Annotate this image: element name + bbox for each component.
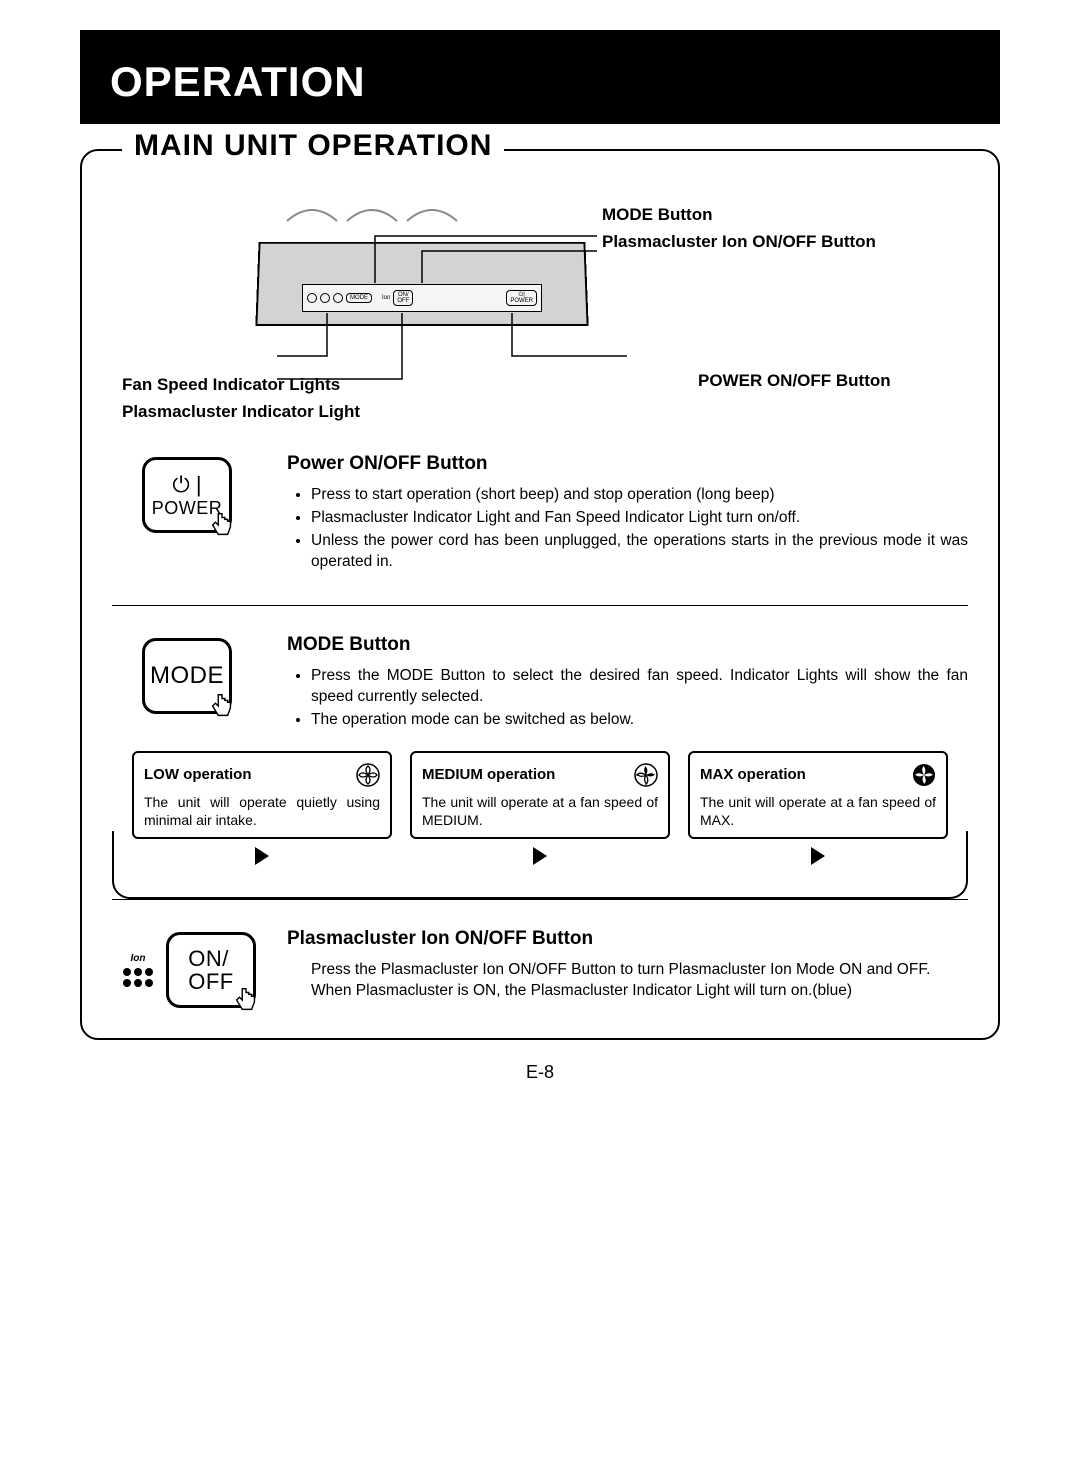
mode-bullets: Press the MODE Button to select the desi… [287,666,968,731]
mode-max-title: MAX operation [700,766,806,783]
control-panel-area: MODE Ion ON/OFF ⏻|POWER [112,191,968,361]
arrow-right-icon [255,847,269,865]
control-panel-illustration: MODE Ion ON/OFF ⏻|POWER [257,191,587,361]
power-icon: ⏻ | [172,472,201,498]
mode-max-desc: The unit will operate at a fan speed of … [700,793,936,829]
leader-lines [257,191,757,431]
mode-box-max: MAX operation The unit will operate at a… [688,751,948,839]
mode-bullet: The operation mode can be switched as be… [311,710,968,731]
mode-box-medium: MEDIUM operation The unit will operate a… [410,751,670,839]
ion-text: Press the Plasmacluster Ion ON/OFF Butto… [287,960,968,1002]
ion-label: Ion [131,953,146,964]
mode-bullet: Press the MODE Button to select the desi… [311,666,968,708]
page-title: OPERATION [110,58,970,106]
mode-low-desc: The unit will operate quietly using mini… [144,793,380,829]
header-band: OPERATION [80,30,1000,124]
mode-section: MODE MODE Button Press the MODE Button t… [112,634,968,733]
ion-section: Ion ON/ OFF [112,928,968,1008]
power-bullet: Plasmacluster Indicator Light and Fan Sp… [311,508,968,529]
hand-cursor-icon [231,985,261,1015]
ion-section-title: Plasmacluster Ion ON/OFF Button [287,928,968,950]
mode-medium-desc: The unit will operate at a fan speed of … [422,793,658,829]
mode-cycle: LOW operation The unit will operate quie… [112,751,968,839]
divider [112,605,968,606]
mode-button-graphic: MODE [142,638,232,714]
mode-medium-title: MEDIUM operation [422,766,555,783]
mode-low-title: LOW operation [144,766,252,783]
arrow-right-icon [811,847,825,865]
onoff-line2: OFF [188,969,234,994]
main-unit-box: MAIN UNIT OPERATION MODE [80,149,1000,1040]
mode-button-label: MODE [150,662,224,690]
mode-section-title: MODE Button [287,634,968,656]
mode-box-low: LOW operation The unit will operate quie… [132,751,392,839]
hand-cursor-icon [207,510,237,540]
main-box-title: MAIN UNIT OPERATION [122,129,504,163]
power-section-title: Power ON/OFF Button [287,453,968,475]
ion-dots-icon: Ion [118,953,158,987]
hand-cursor-icon [207,691,237,721]
power-section: ⏻ | POWER Power ON/OFF Button Press to s… [112,453,968,575]
power-bullet: Press to start operation (short beep) an… [311,485,968,506]
arrow-right-icon [533,847,547,865]
page-number: E-8 [80,1062,1000,1083]
fan-low-icon [356,763,380,787]
divider [112,899,968,900]
power-bullet: Unless the power cord has been unplugged… [311,531,968,573]
onoff-button-graphic: ON/ OFF [166,932,256,1008]
power-bullets: Press to start operation (short beep) an… [287,485,968,573]
power-button-graphic: ⏻ | POWER [142,457,232,533]
onoff-line1: ON/ [188,946,229,971]
fan-max-icon [912,763,936,787]
fan-medium-icon [634,763,658,787]
